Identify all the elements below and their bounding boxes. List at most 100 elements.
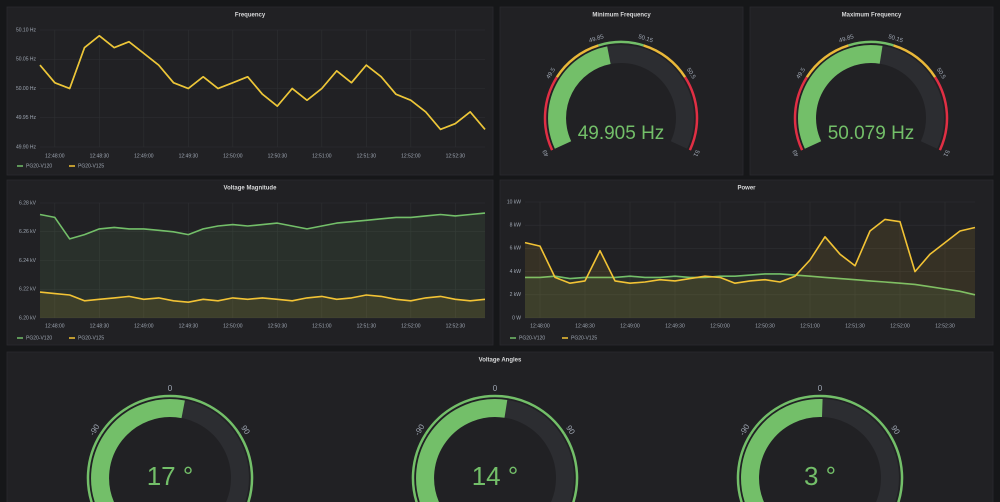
- x-tick-label: 12:51:00: [312, 323, 332, 329]
- gauge-value: 17 °: [147, 461, 194, 491]
- x-tick-label: 12:52:30: [935, 323, 955, 329]
- threshold-band: [555, 44, 599, 78]
- gauge-tick-label: 49.85: [589, 34, 606, 44]
- gauge-tick-label: 51: [941, 149, 950, 158]
- area: [525, 219, 975, 318]
- y-tick-label: 50.00 Hz: [16, 86, 37, 92]
- gauge-tick-label: 49: [792, 148, 801, 157]
- legend-label: PG20-V125: [78, 163, 104, 169]
- gauge-tick-label: 49.5: [546, 67, 558, 81]
- x-tick-label: 12:51:30: [357, 153, 377, 159]
- y-tick-label: 6.26 kV: [19, 229, 37, 235]
- threshold-band: [543, 76, 558, 151]
- gauge-tick-label: 0: [818, 384, 823, 393]
- y-tick-label: 6.22 kV: [19, 287, 37, 293]
- x-tick-label: 12:48:00: [530, 323, 550, 329]
- panel-title: Frequency: [235, 13, 266, 19]
- panel: [6, 351, 994, 502]
- x-tick-label: 12:49:30: [179, 153, 199, 159]
- y-tick-label: 49.90 Hz: [16, 144, 37, 150]
- threshold-band: [684, 76, 699, 151]
- gauge-bar: [741, 398, 823, 502]
- gauge-tick-label: 50.5: [935, 67, 947, 81]
- x-tick-label: 12:50:00: [710, 323, 730, 329]
- x-tick-label: 12:52:00: [401, 153, 421, 159]
- threshold-band: [819, 394, 891, 435]
- y-tick-label: 6.28 kV: [19, 200, 37, 206]
- x-tick-label: 12:50:30: [268, 153, 288, 159]
- gauge-value: 3 °: [804, 461, 836, 491]
- threshold-band: [848, 40, 894, 47]
- area: [40, 292, 485, 318]
- x-tick-label: 12:50:00: [223, 323, 243, 329]
- gauge-tick-label: 50.15: [887, 34, 904, 44]
- y-tick-label: 4 kW: [510, 269, 522, 275]
- x-tick-label: 12:49:00: [620, 323, 640, 329]
- x-tick-label: 12:48:30: [90, 323, 110, 329]
- threshold-band: [238, 433, 254, 502]
- gauge-bar: [416, 399, 508, 502]
- x-tick-label: 12:48:00: [45, 153, 65, 159]
- legend-label: PG20-V125: [571, 335, 597, 341]
- gauge-tick-label: 49.5: [796, 67, 808, 81]
- panel-title: Voltage Magnitude: [224, 186, 278, 192]
- gauge-value: 14 °: [472, 461, 519, 491]
- legend-label: PG20-V120: [26, 163, 52, 169]
- x-tick-label: 12:48:30: [90, 153, 110, 159]
- gauge-bar: [798, 45, 883, 149]
- x-tick-label: 12:49:30: [179, 323, 199, 329]
- area: [40, 213, 485, 318]
- threshold-band: [805, 44, 849, 78]
- x-tick-label: 12:49:00: [134, 323, 154, 329]
- line: [39, 291, 486, 303]
- y-tick-label: 50.05 Hz: [16, 57, 37, 63]
- y-tick-label: 50.10 Hz: [16, 27, 37, 33]
- gauge-bar: [548, 46, 611, 149]
- y-tick-label: 8 kW: [510, 223, 522, 229]
- threshold-band: [99, 394, 171, 435]
- y-tick-label: 6.20 kV: [19, 315, 37, 321]
- gauge-tick-label: 49: [542, 148, 551, 157]
- threshold-band: [934, 76, 949, 151]
- x-tick-label: 12:51:00: [312, 153, 332, 159]
- panel: [6, 179, 494, 346]
- threshold-band: [424, 394, 496, 435]
- y-tick-label: 49.95 Hz: [16, 115, 37, 121]
- gauge-tick-label: 0: [493, 384, 498, 393]
- panel: [499, 179, 994, 346]
- line: [39, 35, 486, 131]
- panel: [499, 6, 744, 176]
- gauge-tick-label: 50.15: [637, 34, 654, 44]
- x-tick-label: 12:52:00: [890, 323, 910, 329]
- threshold-band: [893, 44, 937, 78]
- threshold-band: [86, 433, 102, 502]
- line: [525, 273, 976, 296]
- panel: [749, 6, 994, 176]
- y-tick-label: 6 kW: [510, 246, 522, 252]
- line: [524, 218, 976, 284]
- threshold-band: [598, 40, 644, 47]
- gauge-value: 49.905 Hz: [578, 123, 665, 144]
- panel-title: Maximum Frequency: [842, 13, 902, 19]
- x-tick-label: 12:51:00: [800, 323, 820, 329]
- threshold-band: [793, 76, 808, 151]
- x-tick-label: 12:48:30: [575, 323, 595, 329]
- x-tick-label: 12:52:30: [446, 323, 466, 329]
- threshold-band: [749, 394, 821, 435]
- threshold-band: [411, 433, 427, 502]
- x-tick-label: 12:49:30: [665, 323, 685, 329]
- threshold-band: [736, 433, 752, 502]
- panel-title: Voltage Angles: [479, 358, 522, 364]
- x-tick-label: 12:52:30: [446, 153, 466, 159]
- x-tick-label: 12:49:00: [134, 153, 154, 159]
- x-tick-label: 12:50:30: [268, 323, 288, 329]
- threshold-band: [888, 433, 904, 502]
- gauge-value: 50.079 Hz: [828, 123, 915, 144]
- threshold-band: [563, 433, 579, 502]
- gauge-tick-label: 0: [168, 384, 173, 393]
- gauge-bar: [91, 399, 185, 502]
- y-tick-label: 6.24 kV: [19, 258, 37, 264]
- threshold-band: [169, 394, 241, 435]
- gauge-tick-label: 50.5: [685, 67, 697, 81]
